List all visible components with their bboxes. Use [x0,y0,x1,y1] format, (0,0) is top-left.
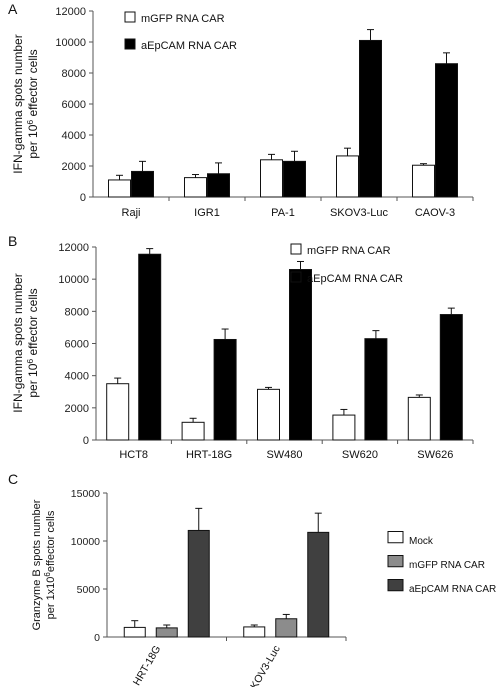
y-axis-label-line2-start: per 10 [26,124,40,158]
bar [412,164,435,198]
x-tick-label: SW620 [342,449,378,461]
bar [283,160,306,198]
y-tick-label: 10000 [71,536,100,548]
x-tick-label: SW480 [266,449,302,461]
y-axis-label: IFN-gamma spots number per 106 effector c… [11,273,40,412]
bar [332,414,356,441]
bar [435,63,458,198]
x-tick-label: SW626 [417,449,453,461]
legend-label: mGFP RNA CAR [141,13,225,25]
legend-swatch [387,579,404,592]
y-tick-label: 12000 [58,242,89,254]
bar [131,170,154,198]
legend-swatch [124,38,136,50]
panel-label: C [8,471,18,487]
y-axis-label-superscript: 6 [43,572,52,577]
x-tick-label: HCT8 [119,449,148,461]
legend-swatch [124,11,136,23]
y-tick-label: 15000 [71,488,100,500]
x-tick-label: IGR1 [194,207,220,219]
y-tick-label: 5000 [77,584,101,596]
y-tick-label: 2000 [65,403,89,415]
y-axis-label-line2-start: per 10 [26,363,40,397]
y-tick-label: 0 [83,435,89,447]
legend-swatch [290,271,302,283]
x-tick-label: HRT-18G [186,449,232,461]
y-axis-label-line1: IFN-gamma spots number [11,273,25,412]
legend-label: mGFP RNA CAR [307,245,391,257]
y-tick-label: 4000 [65,371,89,383]
y-axis-label-line1: Granzyme B spots number [31,499,43,630]
y-axis-label: Granzyme B spots number per 1x106effector… [31,499,57,630]
y-axis-label-superscript: 6 [25,120,35,125]
bar [336,155,359,198]
legend-swatch [387,531,404,544]
bar [257,388,280,441]
y-tick-label: 10000 [58,274,89,286]
y-axis-label-line2-end: effector cells [45,510,57,572]
bar [106,383,130,441]
y-axis-label-superscript: 6 [25,359,35,364]
y-axis-label: IFN-gamma spots number per 106 effector c… [11,34,40,173]
chart-panel-a: A 0 2000 4000 6000 8000 10000 12000 Raji IGR1 PA-1… [8,1,474,219]
y-axis-label-line2: per 1x106effector cells [43,510,57,619]
bar [187,529,210,638]
bar [108,179,131,198]
y-tick-label: 6000 [62,99,86,111]
bar [123,626,146,638]
x-tick-label: PA-1 [271,207,295,219]
x-tick-label: CAOV-3 [415,207,455,219]
bar [213,338,237,441]
legend-label: aEpCAM RNA CAR [307,273,403,285]
chart-panel-b: B 0 2000 4000 6000 8000 10000 12000 HCT8 HRT-18G S… [8,233,474,461]
y-axis-label-line2-end: effector cells [26,49,40,119]
y-tick-label: 0 [80,192,86,204]
bar [155,627,178,638]
bar [364,338,388,441]
y-tick-label: 2000 [62,161,86,173]
bar [184,177,207,198]
y-tick-label: 4000 [62,130,86,142]
y-axis-label-line2: per 106 effector cells [25,49,40,158]
y-tick-label: 0 [94,632,100,644]
x-tick-label: Raji [122,207,141,219]
y-axis-label-line2-end: effector cells [26,288,40,358]
legend-label: mGFP RNA CAR [409,560,485,571]
legend-label: aEpCAM RNA CAR [409,584,496,595]
bar [289,269,312,441]
legend-swatch [290,243,302,255]
bar [359,39,382,198]
x-tick-label: SKOV3-Luc [245,644,283,687]
panel-label: B [8,233,17,249]
bar [243,626,266,638]
legend-label: Mock [409,536,434,547]
panel-label: A [8,1,18,17]
bar [407,396,431,441]
y-tick-label: 8000 [62,68,86,80]
bar [260,159,283,198]
y-tick-label: 8000 [65,306,89,318]
bar [138,253,162,441]
y-axis-label-line1: IFN-gamma spots number [11,34,25,173]
bar [207,173,230,198]
chart-panel-c: C 0 5000 10000 15000 HRT-18G SKOV3-Luc Mock mGFP… [8,471,496,687]
y-tick-label: 10000 [55,37,86,49]
legend-label: aEpCAM RNA CAR [141,40,237,52]
legend-swatch [387,555,404,568]
bar [307,531,330,638]
bar [439,314,463,441]
y-tick-label: 6000 [65,339,89,351]
y-tick-label: 12000 [55,6,86,18]
y-axis-label-line2-start: per 1x10 [45,577,57,620]
x-tick-label: HRT-18G [131,644,163,687]
y-axis-label-line2: per 106 effector cells [25,288,40,397]
bar [275,618,298,638]
x-tick-label: SKOV3-Luc [330,207,389,219]
bar [181,421,205,441]
